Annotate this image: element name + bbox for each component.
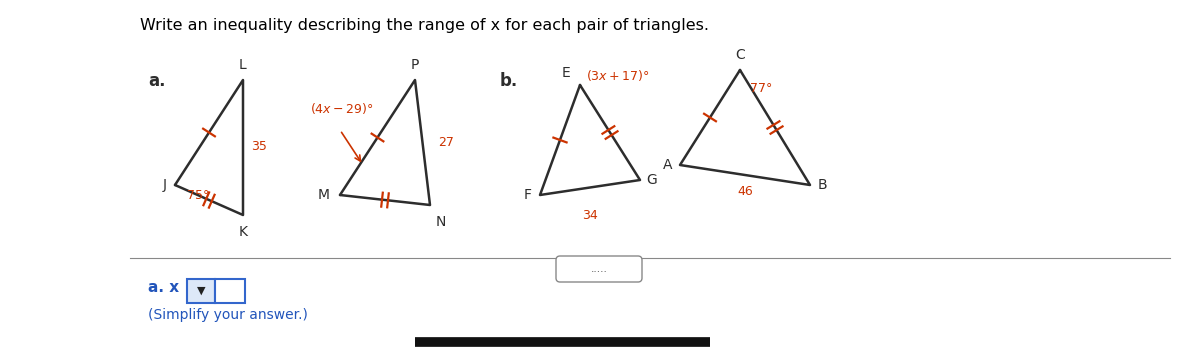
Text: b.: b. [500, 72, 518, 90]
Text: 27: 27 [438, 136, 454, 148]
Text: L: L [239, 58, 247, 72]
Text: J: J [163, 178, 167, 192]
Text: $(4x-29)°$: $(4x-29)°$ [310, 101, 373, 115]
Text: 34: 34 [582, 209, 598, 222]
Text: F: F [524, 188, 532, 202]
Text: K: K [239, 225, 247, 239]
Text: 46: 46 [737, 185, 752, 198]
Text: $(3x+17)°$: $(3x+17)°$ [586, 68, 649, 83]
Text: 75°: 75° [187, 189, 209, 202]
Text: 77°: 77° [750, 82, 773, 95]
Text: ▼: ▼ [197, 286, 205, 296]
Text: M: M [318, 188, 330, 202]
Text: B: B [818, 178, 828, 192]
FancyBboxPatch shape [215, 279, 245, 303]
FancyBboxPatch shape [556, 256, 642, 282]
Text: Write an inequality describing the range of x for each pair of triangles.: Write an inequality describing the range… [140, 18, 709, 33]
Text: a. x: a. x [148, 280, 179, 295]
Text: (Simplify your answer.): (Simplify your answer.) [148, 308, 308, 322]
FancyBboxPatch shape [187, 279, 215, 303]
Text: N: N [436, 215, 446, 229]
Text: .....: ..... [590, 264, 607, 274]
Text: a.: a. [148, 72, 166, 90]
Text: A: A [662, 158, 672, 172]
Text: P: P [410, 58, 419, 72]
Text: E: E [562, 66, 570, 80]
Text: 35: 35 [251, 141, 266, 154]
Text: G: G [646, 173, 656, 187]
Text: C: C [736, 48, 745, 62]
